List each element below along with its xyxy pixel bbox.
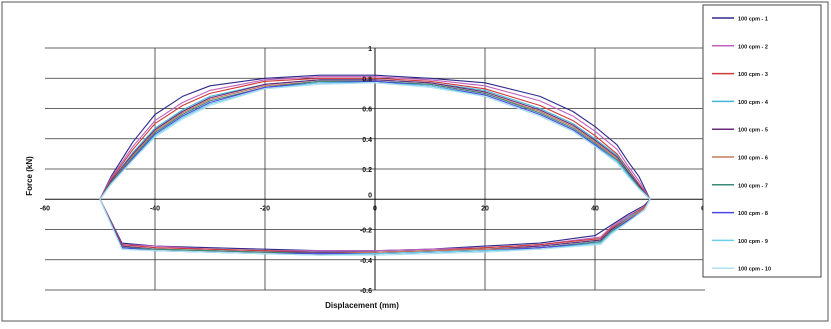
series-line: [99, 76, 651, 252]
x-axis-label: Displacement (mm): [325, 301, 399, 310]
legend-label: 100 cpm - 9: [738, 239, 768, 245]
legend-label: 100 cpm - 7: [738, 183, 768, 189]
x-tick-label: -20: [260, 205, 270, 212]
series-lines: [99, 74, 651, 256]
legend-label: 100 cpm - 4: [738, 100, 769, 106]
legend-box: [702, 4, 822, 278]
x-tick-label: 40: [591, 205, 599, 212]
y-tick-label: -0.4: [360, 258, 372, 265]
legend-label: 100 cpm - 6: [738, 156, 768, 162]
y-tick-label: 1: [368, 46, 372, 53]
y-tick-label: -0.2: [360, 228, 372, 235]
axes: [45, 48, 705, 290]
y-tick-label: -0.6: [360, 288, 372, 295]
x-tick-label: -60: [40, 205, 50, 212]
x-tick-label: 0: [373, 205, 377, 212]
legend-label: 100 cpm - 10: [738, 267, 771, 273]
legend-label: 100 cpm - 2: [738, 44, 768, 50]
y-tick-label: 0.6: [362, 107, 372, 114]
x-tick-label: -40: [150, 205, 160, 212]
series-line: [99, 82, 651, 256]
y-tick-label: 0.2: [362, 167, 372, 174]
y-tick-label: 0.8: [362, 76, 372, 83]
series-line: [99, 79, 651, 253]
chart-outer-border: [1, 1, 829, 322]
x-tick-label: 20: [481, 205, 489, 212]
legend-label: 100 cpm - 8: [738, 211, 768, 217]
y-tick-label: 0: [368, 192, 372, 199]
legend-label: 100 cpm - 5: [738, 128, 768, 134]
legend-label: 100 cpm - 3: [738, 72, 768, 78]
y-tick-label: 0.4: [362, 137, 372, 144]
y-axis-label: Force (kN): [25, 156, 34, 196]
legend: 100 cpm - 1 100 cpm - 2 100 cpm - 3 100 cpm…: [702, 4, 822, 278]
legend-label: 100 cpm - 1: [738, 17, 768, 23]
